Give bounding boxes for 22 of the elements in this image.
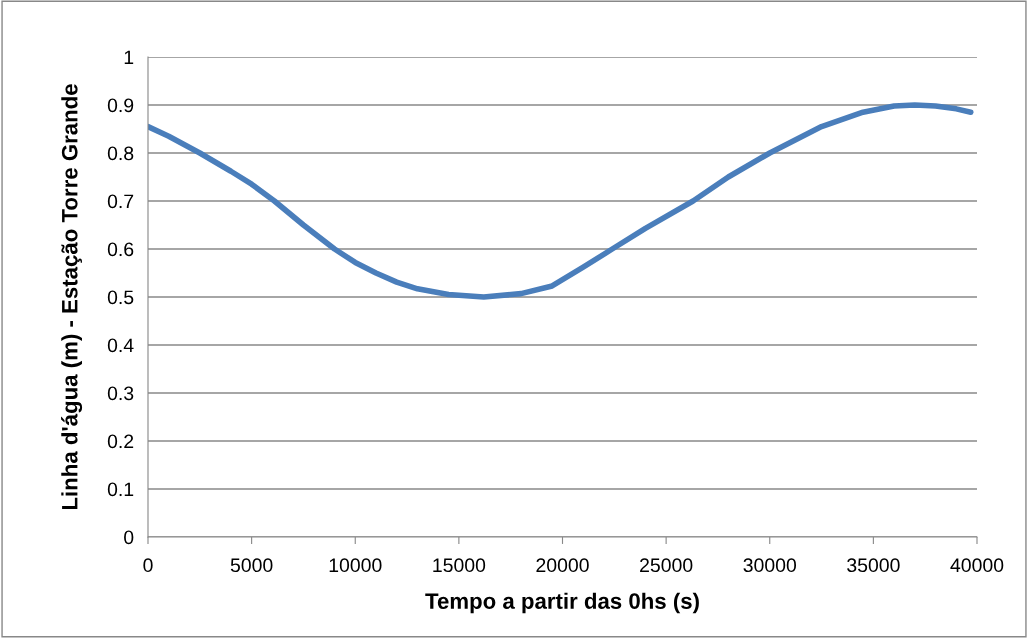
y-tick-label: 1 xyxy=(124,50,134,65)
y-axis-title: Linha d'água (m) - Estação Torre Grande xyxy=(61,84,83,510)
y-tick-label: 0.4 xyxy=(107,338,134,353)
x-tick-label: 35000 xyxy=(847,558,900,573)
x-tick-label: 0 xyxy=(143,558,153,573)
y-tick-label: 0.7 xyxy=(107,194,134,209)
x-tick-label: 5000 xyxy=(230,558,273,573)
y-tick-label: 0.1 xyxy=(107,482,134,497)
y-tick-label: 0.6 xyxy=(107,242,134,257)
x-tick-label: 40000 xyxy=(950,558,1004,573)
y-tick-label: 0 xyxy=(124,530,134,545)
y-tick-label: 0.8 xyxy=(107,146,134,161)
x-tick-label: 30000 xyxy=(743,558,797,573)
y-tick-label: 0.3 xyxy=(107,386,134,401)
x-tick-label: 20000 xyxy=(536,558,589,573)
x-tick-label: 25000 xyxy=(640,558,693,573)
x-tick-label: 15000 xyxy=(433,558,486,573)
x-tick-label: 10000 xyxy=(329,558,382,573)
y-tick-label: 0.9 xyxy=(107,98,134,113)
y-tick-label: 0.5 xyxy=(107,290,134,305)
x-axis-title: Tempo a partir das 0hs (s) xyxy=(425,592,699,614)
y-tick-label: 0.2 xyxy=(107,434,134,449)
